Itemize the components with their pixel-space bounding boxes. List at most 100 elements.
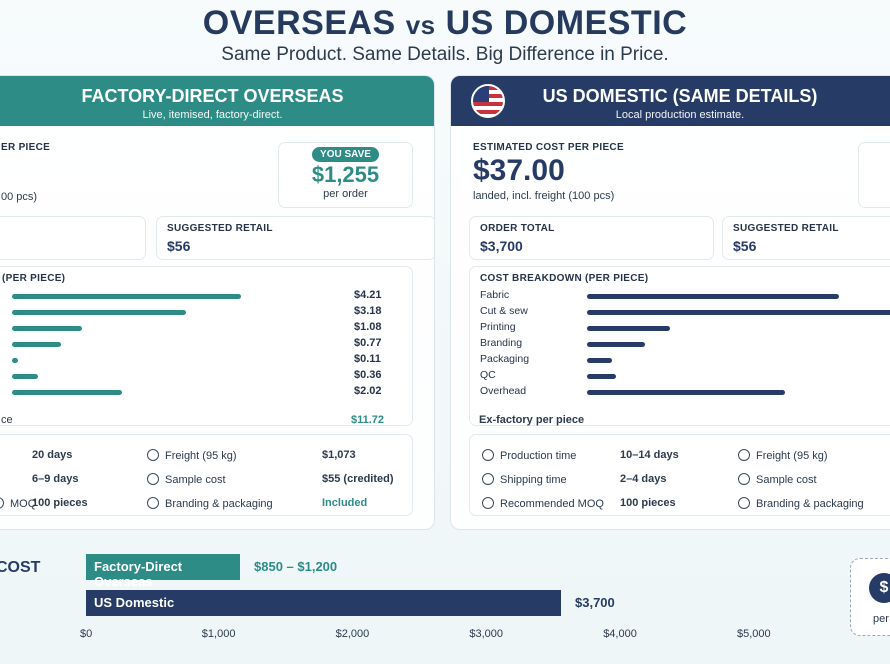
per-box-label: per bbox=[873, 613, 889, 625]
breakdown-bar bbox=[12, 342, 61, 347]
info-icon bbox=[147, 497, 159, 509]
breakdown-row: Branding bbox=[480, 337, 890, 353]
domestic-cost-value: $37.00 bbox=[473, 154, 565, 187]
breakdown-value: $0.77 bbox=[354, 337, 382, 349]
save-amount: $1,255 bbox=[311, 162, 380, 187]
domestic-header: US DOMESTIC (SAME DETAILS) Local product… bbox=[451, 76, 890, 126]
info-label: MOQ bbox=[10, 498, 37, 510]
info-row: Freight (95 kg) bbox=[147, 449, 237, 465]
info-value: 6–9 days bbox=[32, 473, 79, 485]
breakdown-bar bbox=[587, 342, 645, 347]
breakdown-row: Fabric bbox=[480, 289, 890, 305]
axis-tick-label: $5,000 bbox=[737, 628, 771, 640]
breakdown-row: $1.08 bbox=[2, 321, 402, 337]
info-row: Freight (95 kg) bbox=[738, 449, 828, 465]
info-label: Branding & packaging bbox=[165, 498, 273, 510]
info-value: 100 pieces bbox=[32, 497, 88, 509]
info-label: Recommended MOQ bbox=[500, 498, 604, 510]
domestic-retail-value: $56 bbox=[733, 238, 757, 254]
axis-tick-label: $3,000 bbox=[469, 628, 504, 640]
breakdown-bar bbox=[12, 294, 241, 299]
comparison-bar: US Domestic bbox=[86, 590, 561, 616]
comparison-title-line1: R COST bbox=[0, 559, 41, 576]
breakdown-row: $3.18 bbox=[2, 305, 402, 321]
overseas-title: FACTORY-DIRECT OVERSEAS bbox=[81, 86, 344, 106]
info-icon bbox=[482, 473, 494, 485]
breakdown-value: $0.36 bbox=[354, 369, 382, 381]
info-icon bbox=[738, 473, 750, 485]
breakdown-row: QC bbox=[480, 369, 890, 385]
breakdown-bar bbox=[587, 358, 612, 363]
overseas-qty-note: 00 pcs) bbox=[1, 191, 38, 203]
domestic-title: US DOMESTIC (SAME DETAILS) bbox=[542, 86, 818, 106]
info-label: Branding & packaging bbox=[756, 498, 864, 510]
info-label: Shipping time bbox=[500, 474, 567, 486]
retail-value: $56 bbox=[167, 238, 191, 254]
page-subtitle: Same Product. Same Details. Big Differen… bbox=[221, 44, 669, 65]
info-value: 100 pieces bbox=[620, 497, 676, 509]
info-value: $1,073 bbox=[322, 449, 356, 461]
info-label: Freight (95 kg) bbox=[756, 450, 828, 462]
axis-tick-label: $1,000 bbox=[201, 628, 236, 640]
breakdown-bar bbox=[12, 310, 186, 315]
domestic-order-card: ORDER TOTAL $3,700 bbox=[469, 216, 714, 260]
domestic-info-card: Production time 10–14 days Shipping time 2–… bbox=[469, 434, 890, 516]
breakdown-label: Fabric bbox=[480, 289, 510, 301]
overseas-retail-card: SUGGESTED RETAIL $56 bbox=[156, 216, 434, 260]
domestic-total-label: Ex-factory per piece bbox=[479, 414, 585, 426]
info-value: $55 (credited) bbox=[322, 473, 394, 485]
breakdown-label: QC bbox=[480, 369, 496, 381]
breakdown-bar bbox=[587, 374, 616, 379]
breakdown-bar bbox=[587, 390, 785, 395]
breakdown-value: $1.08 bbox=[354, 321, 382, 333]
comparison-title-line2: N bbox=[0, 578, 40, 598]
overseas-breakdown-card: (PER PIECE) $4.21 $3.18 $1.08 $0.77 $0.11 $0.… bbox=[0, 266, 413, 426]
order-total-value: $3,700 bbox=[480, 238, 523, 254]
axis-tick-label: $0 bbox=[80, 628, 93, 640]
breakdown-row: $2.02 bbox=[2, 385, 402, 401]
breakdown-value: $2.02 bbox=[354, 385, 382, 397]
comparison-value: $850 – $1,200 bbox=[254, 559, 338, 574]
overseas-header: FACTORY-DIRECT OVERSEAS Live, itemised, … bbox=[0, 76, 434, 126]
breakdown-row: $0.77 bbox=[2, 337, 402, 353]
info-row: Branding & packaging bbox=[147, 497, 273, 513]
overseas-total-value: $11.72 bbox=[351, 414, 385, 426]
breakdown-bar bbox=[587, 326, 670, 331]
breakdown-row: $4.21 bbox=[2, 289, 402, 305]
comparison-title: R COST N bbox=[0, 558, 40, 598]
info-row: MOQ bbox=[0, 497, 36, 513]
breakdown-row: $0.11 bbox=[2, 353, 402, 369]
info-row: Recommended MOQ bbox=[482, 497, 604, 513]
title-overseas: OVERSEAS bbox=[202, 4, 396, 42]
domestic-breakdown-label: COST BREAKDOWN (PER PIECE) bbox=[480, 273, 649, 284]
breakdown-value: $0.11 bbox=[354, 353, 381, 365]
us-flag-icon bbox=[471, 84, 505, 118]
domestic-cost-label: ESTIMATED COST PER PIECE bbox=[473, 142, 624, 153]
overseas-cost-label: ER PIECE bbox=[1, 142, 51, 153]
per-piece-box: $ per bbox=[850, 558, 890, 636]
breakdown-label: Overhead bbox=[480, 385, 527, 397]
info-icon bbox=[482, 449, 494, 461]
domestic-breakdown-card: COST BREAKDOWN (PER PIECE) Fabric Cut & s… bbox=[469, 266, 890, 426]
savings-card: YOU SAVE $1,255 per order bbox=[278, 142, 413, 208]
overseas-total-label: ce bbox=[1, 414, 13, 426]
you-save-badge: YOU SAVE bbox=[312, 147, 379, 162]
breakdown-bar bbox=[587, 310, 890, 315]
info-label: Freight (95 kg) bbox=[165, 450, 237, 462]
title-vs: vs bbox=[405, 10, 436, 40]
info-label: Sample cost bbox=[165, 474, 226, 486]
info-row: Shipping time bbox=[482, 473, 567, 489]
domestic-subtitle: Local production estimate. bbox=[615, 109, 745, 121]
axis-tick-label: $2,000 bbox=[335, 628, 370, 640]
breakdown-bar bbox=[587, 294, 839, 299]
breakdown-value: $3.18 bbox=[354, 305, 382, 317]
info-icon bbox=[482, 497, 494, 509]
info-row: Sample cost bbox=[738, 473, 817, 489]
retail-label: SUGGESTED RETAIL bbox=[167, 223, 273, 234]
comparison-bar: Factory-Direct Overseas bbox=[86, 554, 240, 589]
info-label: Production time bbox=[500, 450, 577, 462]
breakdown-bar bbox=[12, 374, 38, 379]
info-row: Branding & packaging bbox=[738, 497, 864, 513]
overseas-subtitle: Live, itemised, factory-direct. bbox=[142, 109, 283, 121]
info-row: Production time bbox=[482, 449, 576, 465]
